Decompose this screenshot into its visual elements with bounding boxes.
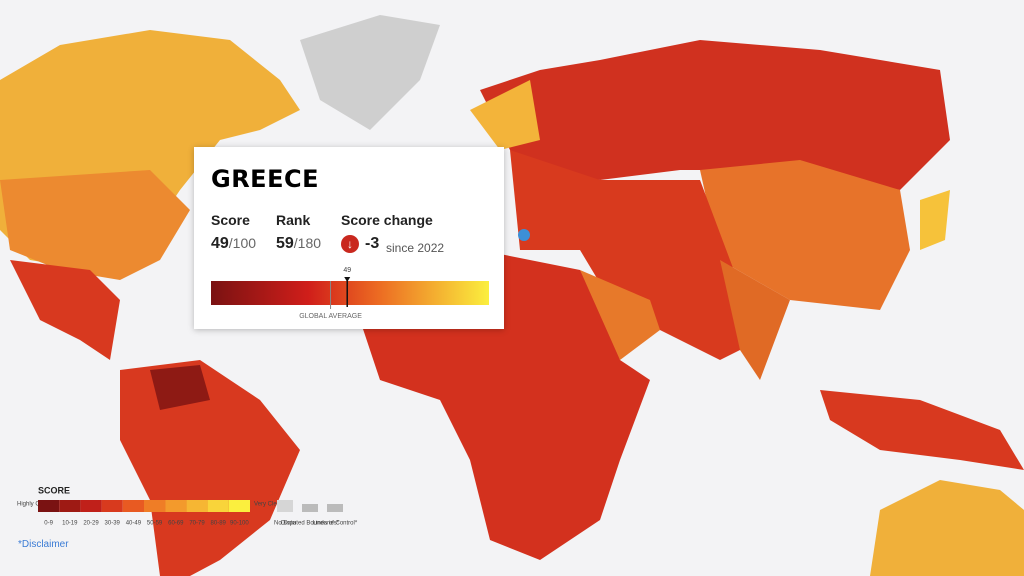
disclaimer-link[interactable]: *Disclaimer bbox=[18, 539, 69, 550]
legend: SCORE Highly Corrupt Very Clean 0-9 10-19… bbox=[17, 485, 358, 527]
central-america bbox=[10, 260, 120, 360]
legend-swatch bbox=[59, 500, 81, 512]
disputed-swatch bbox=[302, 504, 318, 512]
score-max: /100 bbox=[228, 235, 257, 251]
down-arrow-icon: ↓ bbox=[341, 235, 359, 253]
legend-range-label: 40-49 bbox=[126, 521, 142, 527]
greenland bbox=[300, 15, 440, 130]
since-label: since 2022 bbox=[386, 241, 445, 255]
rank-max: /180 bbox=[293, 235, 322, 251]
no-data-swatch bbox=[277, 500, 293, 512]
venezuela bbox=[150, 365, 210, 410]
arabia bbox=[580, 270, 660, 360]
legend-range-label: 50-59 bbox=[147, 521, 163, 527]
score-value-wrap: 49/100 bbox=[211, 235, 256, 253]
legend-range-label: 10-19 bbox=[62, 521, 78, 527]
change-value: -3 bbox=[365, 235, 380, 252]
legend-swatch bbox=[122, 500, 144, 512]
legend-range-label: 70-79 bbox=[189, 521, 205, 527]
disputed-label: Disputed Boundaries* bbox=[281, 521, 340, 527]
legend-range-label: 90-100 bbox=[230, 521, 249, 527]
middle-east bbox=[510, 150, 760, 360]
score-label: Score bbox=[211, 212, 250, 228]
legend-swatch bbox=[101, 500, 123, 512]
southeast-asia bbox=[820, 390, 1024, 470]
legend-low: Highly Corrupt bbox=[17, 502, 56, 508]
india bbox=[720, 260, 790, 380]
legend-swatch bbox=[228, 500, 250, 512]
country-name: GREECE bbox=[211, 165, 319, 193]
legend-swatch bbox=[80, 500, 102, 512]
legend-title: SCORE bbox=[38, 485, 70, 495]
scandinavia bbox=[470, 80, 540, 150]
legend-range-label: 20-29 bbox=[83, 521, 99, 527]
legend-range-label: 60-69 bbox=[168, 521, 184, 527]
gradient-bar bbox=[211, 281, 489, 305]
legend-swatch bbox=[38, 500, 60, 512]
no-data-label: No Data bbox=[274, 521, 297, 527]
tooltip: GREECE Score Rank Score change 49/100 59… bbox=[194, 147, 504, 329]
rank-value: 59 bbox=[276, 235, 294, 252]
change-label: Score change bbox=[341, 212, 433, 228]
legend-high: Very Clean bbox=[254, 502, 283, 508]
legend-swatch bbox=[207, 500, 229, 512]
lines-label: Lines of Control* bbox=[313, 521, 358, 527]
south-america bbox=[120, 360, 300, 576]
legend-swatch bbox=[186, 500, 208, 512]
russia bbox=[480, 40, 950, 190]
legend-swatch bbox=[165, 500, 187, 512]
global-average-label: GLOBAL AVERAGE bbox=[299, 313, 362, 320]
usa bbox=[0, 170, 190, 280]
legend-range-label: 0-9 bbox=[44, 521, 53, 527]
score-scale: GLOBAL AVERAGE 49 bbox=[211, 267, 489, 320]
greece-highlight[interactable] bbox=[518, 229, 530, 241]
legend-range-label: 80-89 bbox=[211, 521, 227, 527]
legend-range-label: 30-39 bbox=[105, 521, 121, 527]
score-value: 49 bbox=[211, 235, 229, 252]
legend-swatch bbox=[144, 500, 166, 512]
rank-value-wrap: 59/180 bbox=[276, 235, 321, 253]
score-marker-label: 49 bbox=[343, 267, 351, 274]
rank-label: Rank bbox=[276, 212, 311, 228]
australia bbox=[870, 480, 1024, 576]
lines-swatch bbox=[327, 504, 343, 512]
score-marker-head bbox=[344, 277, 351, 282]
japan bbox=[920, 190, 950, 250]
china bbox=[700, 160, 910, 310]
